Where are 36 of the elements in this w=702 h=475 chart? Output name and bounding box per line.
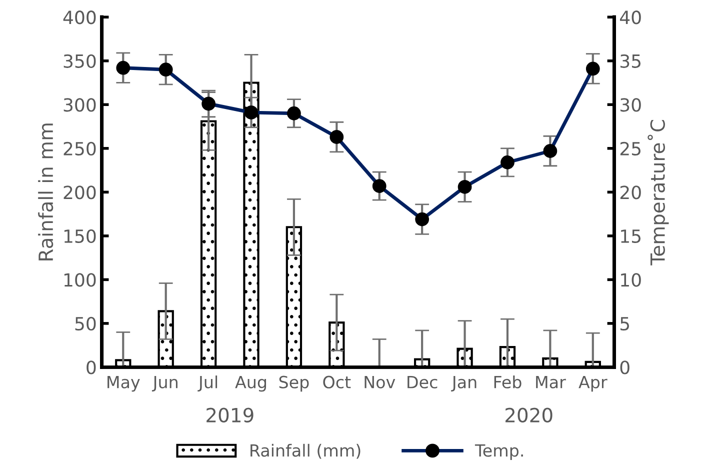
y-axis-title: Rainfall in mm: [38, 124, 54, 260]
text: 2019: [206, 408, 254, 422]
y2-tick-label: 20: [620, 186, 641, 200]
y2-tick-label: 30: [620, 98, 641, 112]
x-tick-label: Jan: [451, 376, 476, 392]
y-tick-label: 200: [64, 186, 96, 200]
y2-tick-label: 0: [620, 360, 630, 374]
x-tick-label: Aug: [235, 376, 266, 392]
y-tick-label: 350: [64, 54, 96, 68]
y-tick-label: 50: [75, 316, 96, 331]
y-tick-label: 250: [64, 142, 96, 156]
x-tick-label: Feb: [494, 376, 522, 388]
y2-axis-title: Temperature˚C: [648, 120, 669, 266]
y-tick-label: 100: [64, 273, 96, 287]
x-tick-label: Nov: [364, 376, 396, 388]
x-tick-label: Apr: [578, 376, 608, 392]
y2-tick-label: 15: [621, 230, 641, 244]
y2-tick-label: 35: [620, 54, 641, 68]
legend-label: Rainfall (mm): [250, 444, 360, 459]
y2-tick-label: 25: [620, 142, 641, 156]
text: 2020: [506, 408, 552, 422]
y2-tick-label: 40: [620, 10, 641, 24]
x-tick-label: Dec: [408, 376, 438, 388]
y-tick-label: 400: [63, 10, 96, 24]
x-tick-label: Mar: [536, 376, 566, 388]
x-tick-label: Sep: [279, 376, 309, 392]
x-tick-label: Jul: [198, 376, 218, 392]
y-tick-label: 300: [64, 98, 96, 112]
y2-tick-label: 5: [620, 317, 630, 331]
x-tick-label: Jun: [152, 376, 178, 392]
y2-tick-label: 10: [621, 273, 641, 287]
x-tick-label: Oct: [323, 376, 351, 388]
x-tick-label: May: [108, 376, 140, 392]
y-tick-label: 0: [86, 360, 96, 374]
legend-label: Temp.: [474, 444, 523, 460]
y-tick-label: 150: [64, 229, 96, 244]
